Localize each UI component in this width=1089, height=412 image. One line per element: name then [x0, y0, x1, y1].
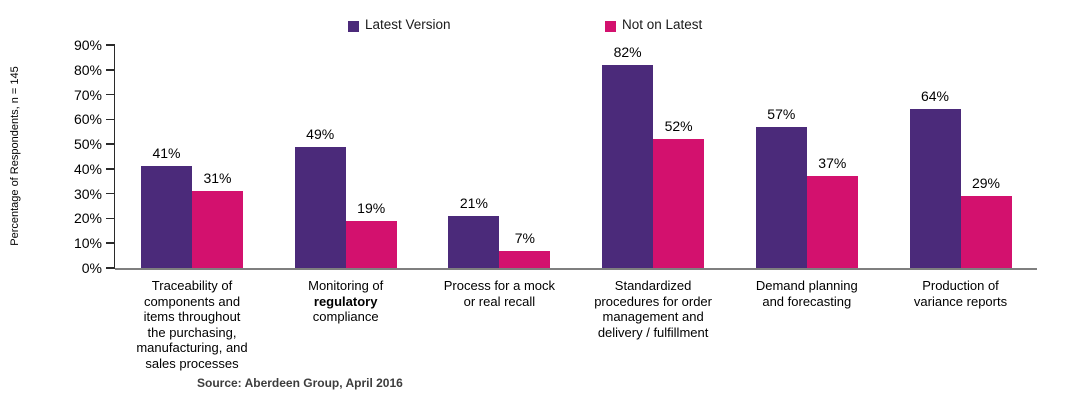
y-tick-mark — [106, 143, 115, 145]
bar-latest-version — [909, 109, 961, 268]
category-label: Process for a mock or real recall — [409, 278, 589, 309]
y-tick-mark — [106, 217, 115, 220]
bar-value-label: 29% — [971, 175, 1001, 192]
y-tick-mark — [106, 44, 115, 46]
bar-value-label: 49% — [306, 125, 335, 142]
category-label: Monitoring of regulatory compliance — [256, 278, 436, 325]
y-tick-label: 20% — [73, 210, 102, 227]
category-label-line: manufacturing, and — [136, 340, 248, 355]
bar-value-label: 82% — [613, 43, 642, 60]
bar-latest-version — [294, 146, 346, 268]
legend-color-swatch — [348, 21, 359, 32]
category-label-line: or real recall — [463, 293, 536, 309]
bar-not-on-latest — [345, 220, 397, 268]
bar-value-label: 52% — [664, 118, 693, 135]
bar-value-label: 21% — [459, 194, 488, 211]
bar-not-on-latest — [653, 139, 705, 268]
category-label-line: and forecasting — [762, 293, 852, 309]
bar-not-on-latest — [499, 250, 551, 268]
category-label-line: sales processes — [145, 355, 239, 371]
category-label-line: procedures for order — [594, 293, 712, 309]
category-label-line: Process for a mock — [443, 278, 556, 293]
bar-not-on-latest — [960, 196, 1012, 268]
bar-value-label: 41% — [152, 145, 181, 162]
y-tick-mark — [106, 69, 115, 71]
category-label-line: delivery / fulfillment — [597, 324, 709, 340]
category-label: Production of variance reports — [871, 278, 1051, 309]
bar-latest-version — [448, 215, 500, 268]
y-tick-mark — [106, 267, 115, 269]
bar-not-on-latest — [806, 176, 858, 268]
y-tick-label: 30% — [73, 185, 102, 202]
legend-label: Not on Latest — [622, 17, 703, 32]
x-axis-line — [115, 268, 1037, 270]
bar-value-label: 57% — [767, 105, 796, 122]
bar-latest-version — [141, 166, 192, 268]
y-tick-label: 0% — [81, 260, 102, 276]
y-tick-label: 50% — [73, 136, 102, 153]
bar-value-label: 7% — [514, 229, 535, 246]
y-tick-label: 40% — [73, 160, 102, 177]
category-label-line: regulatory — [313, 293, 378, 309]
category-label: Standardized procedures for order manageme… — [563, 278, 743, 340]
bar-value-label: 64% — [920, 88, 950, 105]
category-label-line: items throughout — [143, 309, 241, 324]
y-tick-mark — [106, 118, 115, 121]
bar-value-label: 37% — [818, 155, 847, 172]
y-tick-label: 60% — [73, 111, 102, 128]
y-tick-label: 80% — [73, 61, 102, 78]
bar-latest-version — [602, 64, 654, 268]
bar-value-label: 31% — [203, 170, 232, 187]
y-tick-mark — [106, 93, 115, 96]
source-note: Source: Aberdeen Group, April 2016 — [197, 376, 403, 390]
category-label-line: Traceability of — [151, 278, 233, 293]
y-tick-mark — [106, 168, 115, 170]
category-label: Traceability of components and items throu… — [102, 278, 282, 371]
bar-value-label: 19% — [357, 199, 386, 216]
bar-not-on-latest — [192, 191, 243, 268]
y-axis-title: Percentage of Respondents, n = 145 — [9, 66, 21, 246]
y-tick-label: 10% — [73, 235, 102, 252]
y-tick-mark — [106, 192, 115, 195]
category-label-line: the purchasing, — [147, 324, 237, 340]
category-label-line: compliance — [312, 309, 379, 324]
category-label-line: Production of — [922, 278, 999, 293]
category-label-line: variance reports — [913, 293, 1008, 309]
y-tick-label: 70% — [73, 86, 102, 103]
legend-color-swatch — [605, 21, 616, 32]
legend-item-latest-version: Latest Version — [348, 18, 451, 32]
category-label-line: components and — [143, 293, 241, 309]
category-label-line: Demand planning — [755, 278, 858, 293]
bar-latest-version — [755, 126, 807, 268]
legend-label: Latest Version — [365, 17, 451, 32]
category-label-line: Monitoring of — [308, 278, 384, 293]
y-axis-line — [113, 45, 115, 268]
legend-item-not-on-latest: Not on Latest — [605, 18, 702, 32]
category-label: Demand planning and forecasting — [717, 278, 897, 309]
category-label-line: Standardized — [614, 278, 692, 293]
y-tick-label: 90% — [73, 37, 102, 53]
y-tick-mark — [106, 242, 115, 244]
category-label-line: management and — [602, 309, 704, 324]
